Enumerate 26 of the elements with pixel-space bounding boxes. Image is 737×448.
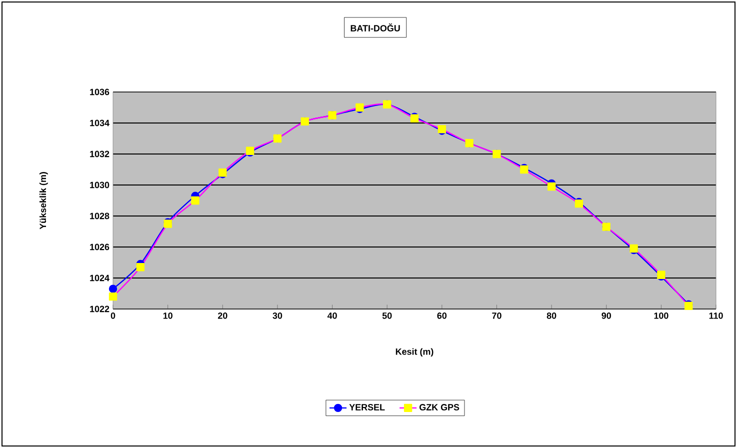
x-tick-label: 0 bbox=[110, 312, 116, 319]
legend-label: YERSEL bbox=[349, 404, 385, 410]
y-tick-label: 1036 bbox=[90, 88, 110, 96]
y-tick-label: 1026 bbox=[90, 244, 110, 250]
legend-label: GZK GPS bbox=[420, 404, 460, 410]
x-tick-label: 80 bbox=[546, 312, 556, 319]
y-tick-label: 1024 bbox=[90, 274, 110, 282]
y-tick-label: 1030 bbox=[90, 182, 110, 188]
y-tick-label: 1034 bbox=[90, 120, 110, 126]
y-tick-label: 1028 bbox=[90, 212, 110, 220]
chart-title: BATI-DOĞU bbox=[350, 23, 400, 32]
x-tick-label: 70 bbox=[492, 312, 502, 319]
x-tick-label: 40 bbox=[327, 312, 337, 319]
x-tick-label: 110 bbox=[709, 312, 723, 319]
y-axis-title: Yükseklik (m) bbox=[39, 172, 48, 230]
x-axis-title: Kesit (m) bbox=[396, 348, 434, 357]
x-tick-label: 60 bbox=[437, 312, 447, 319]
y-tick-label: 1032 bbox=[90, 150, 110, 158]
x-tick-label: 100 bbox=[654, 312, 668, 319]
x-tick-label: 20 bbox=[218, 312, 228, 319]
x-tick-label: 30 bbox=[272, 312, 282, 319]
point bbox=[108, 284, 118, 293]
y-tick-label: 1022 bbox=[90, 306, 110, 312]
x-tick-label: 90 bbox=[602, 312, 611, 319]
x-tick-label: 50 bbox=[382, 312, 392, 319]
x-tick-label: 10 bbox=[163, 312, 172, 319]
